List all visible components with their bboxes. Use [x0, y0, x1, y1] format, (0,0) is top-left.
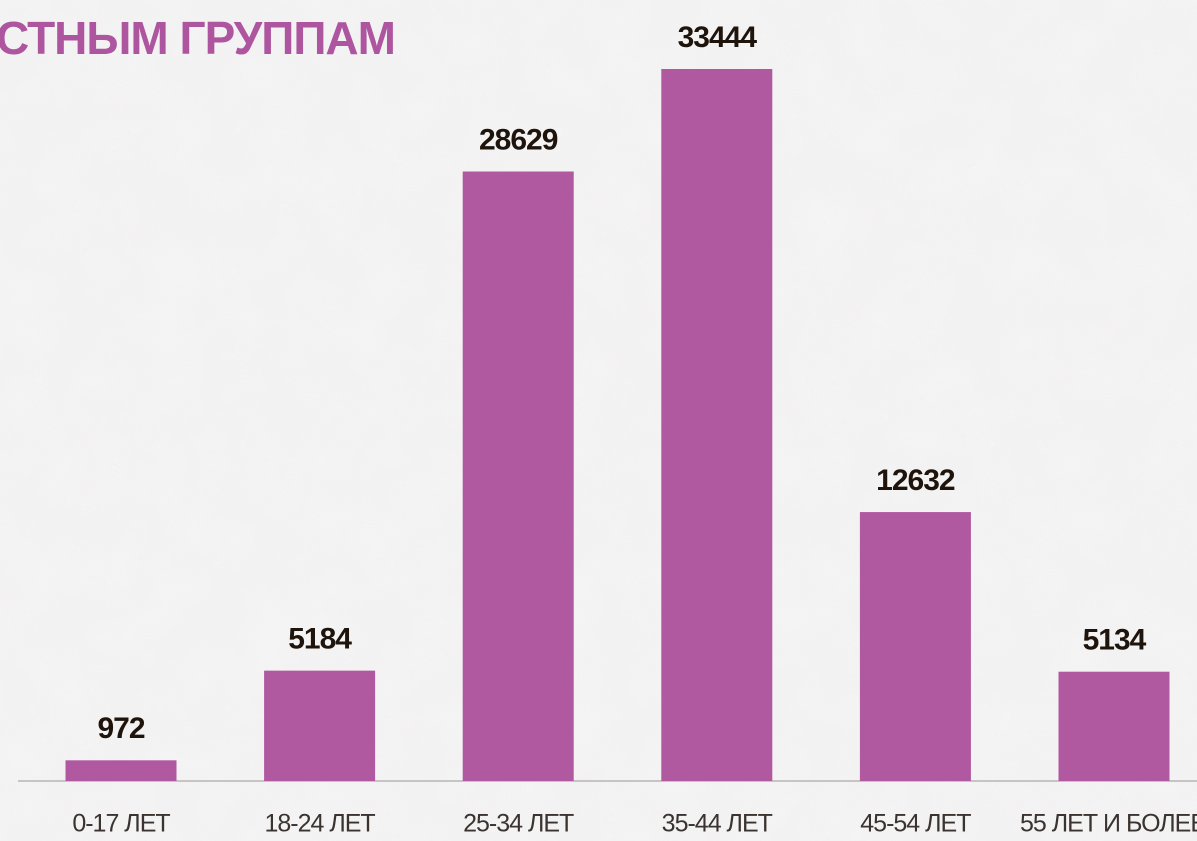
- chart-title: СТНЫМ ГРУППАМ: [0, 12, 395, 64]
- x-tick-label: 55 ЛЕТ И БОЛЕЕ: [1020, 810, 1197, 838]
- bar: [1058, 671, 1170, 781]
- value-label: 33444: [678, 21, 758, 54]
- value-label: 5184: [288, 623, 352, 656]
- x-tick-label: 18-24 ЛЕТ: [264, 810, 375, 838]
- bar: [661, 69, 773, 781]
- x-tick-label: 0-17 ЛЕТ: [72, 810, 170, 838]
- bar: [462, 171, 574, 782]
- value-label: 5134: [1083, 624, 1147, 657]
- value-label: 28629: [479, 123, 558, 156]
- value-label: 12632: [876, 464, 955, 497]
- value-label: 972: [97, 712, 144, 745]
- bar: [859, 512, 971, 781]
- x-tick-label: 25-34 ЛЕТ: [463, 810, 574, 838]
- bar: [264, 670, 376, 781]
- x-tick-label: 35-44 ЛЕТ: [662, 810, 773, 838]
- bar: [65, 760, 177, 781]
- x-tick-label: 45-54 ЛЕТ: [860, 810, 971, 838]
